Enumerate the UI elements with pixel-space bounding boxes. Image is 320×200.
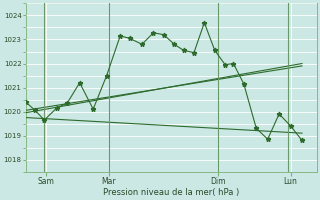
- X-axis label: Pression niveau de la mer( hPa ): Pression niveau de la mer( hPa ): [103, 188, 239, 197]
